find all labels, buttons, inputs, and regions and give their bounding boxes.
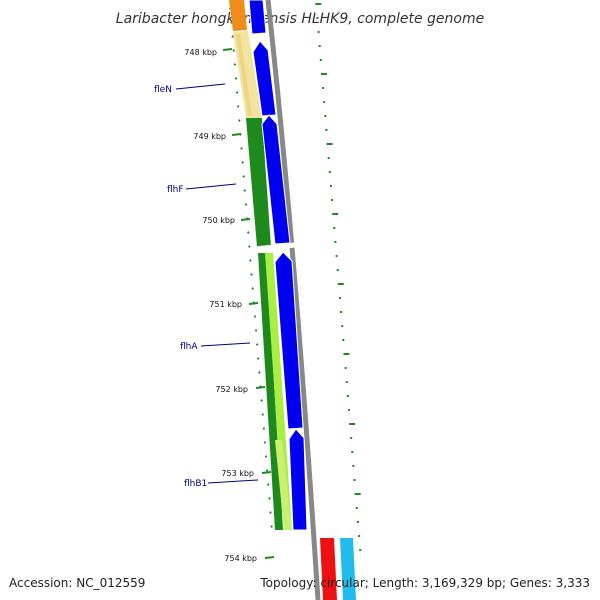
gene-arrow-5 [288,428,308,531]
map-title: Laribacter hongkongensis HLHK9, complete… [116,11,484,27]
tick-mark [255,386,266,389]
feature-gap [253,242,296,252]
track-dot [232,49,236,52]
track-dot [263,441,267,444]
red-feature [320,538,337,600]
track-dot [264,455,268,458]
track-dot [251,287,254,290]
track-dot [233,63,237,66]
tick-label: 748 kbp [184,48,217,57]
gene-arrow-4 [274,251,304,430]
tick-label: 751 kbp [209,300,242,309]
track-dot [234,77,238,80]
gene-arrow-1 [248,0,267,35]
track-dot [249,259,252,262]
track-dot [235,91,239,94]
track-dot [266,483,270,486]
gene-arrow-2 [252,40,277,117]
track-dot [269,511,272,514]
cyan-feature [340,538,356,600]
gene-label-flhB1: flhB1 [184,479,207,489]
track-dot [270,525,273,528]
track-dot [260,399,263,402]
track-dot [231,35,234,38]
flhB1-light-feature [275,440,292,530]
flhF-feature [246,118,271,247]
tick-mark [261,471,272,474]
leader-line [185,183,237,190]
gene-arrow-3 [261,114,291,245]
tick-label: 753 kbp [221,469,254,478]
genome-summary-text: Topology: circular; Length: 3,169,329 bp… [259,576,590,590]
track-dot [256,357,260,360]
track-dot [261,413,265,416]
track-dot [250,273,253,276]
outer-tick-track [315,3,362,551]
accession-text: Accession: NC_012559 [9,576,145,590]
track-dot [268,497,271,500]
tick-label: 752 kbp [215,385,248,394]
tick-mark [240,218,251,221]
leader-line [200,342,251,347]
track-dot [255,343,259,346]
gene-label-flhA: flhA [180,342,198,352]
track-dot [238,119,241,122]
flhA-feature [258,253,283,530]
track-dot [262,427,266,430]
track-dot [240,147,243,150]
track-dot [242,175,246,178]
track-dot [258,371,261,374]
tick-mark [231,133,242,136]
tick-label: 749 kbp [193,132,226,141]
tick-mark [248,302,259,305]
track-dot [236,105,240,108]
track-dot [248,245,251,248]
track-dot [243,189,247,192]
flhA-light-feature [265,253,292,530]
orange-feature [229,0,247,31]
tick-label: 750 kbp [202,216,235,225]
track-dot [253,315,257,318]
tick-label: 754 kbp [224,554,257,563]
track-dot [265,469,269,472]
fleN-feature-edge [236,34,252,116]
tick-mark [264,556,275,559]
gene-label-flhF: flhF [167,185,184,195]
track-dot [241,161,244,164]
gene-label-fleN: fleN [154,85,172,95]
genome-backbone [265,0,321,600]
leader-line [175,83,226,90]
track-dot [244,203,248,206]
track-dot [246,231,250,234]
tick-mark [222,48,233,51]
kbp-ticks: 748 kbp 749 kbp 750 kbp 751 kbp 752 kbp … [184,48,275,563]
leader-line [207,479,259,484]
track-dot [254,329,258,332]
gene-labels: fleN flhF flhA flhB1 [154,83,259,489]
